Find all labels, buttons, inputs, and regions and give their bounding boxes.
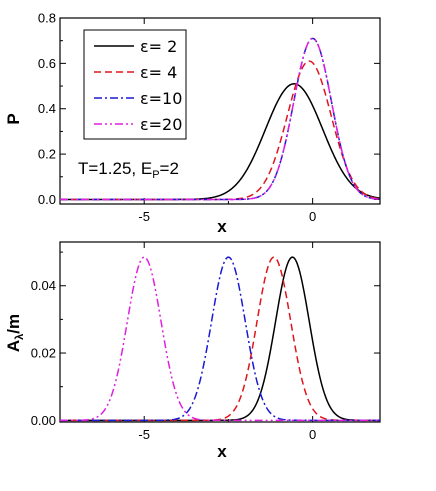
series-line-bottom-3 xyxy=(60,256,380,422)
ticks-top: -5 0 0.0 0.2 0.4 0.6 0.8 xyxy=(38,11,380,224)
x-axis-label-top: x xyxy=(217,217,227,236)
y-tick-label-bottom: 0.04 xyxy=(31,278,56,293)
annotation-parameters: T=1.25, EP=2 xyxy=(78,159,179,181)
y-tick-label-top: 0.8 xyxy=(38,11,56,26)
x-tick-label-bottom: 0 xyxy=(309,427,316,442)
legend-label-eps4: ε= 4 xyxy=(140,63,177,82)
legend-label-eps10: ε=10 xyxy=(140,89,182,108)
series-line-top-3 xyxy=(60,37,381,201)
legend-box xyxy=(83,29,187,140)
y-tick-label-top: 0.4 xyxy=(38,101,56,116)
legend: ε= 2 ε= 4 ε=10 ε=20 xyxy=(83,29,187,140)
x-tick-label-top: -5 xyxy=(138,209,150,224)
x-axis-label-bottom: x xyxy=(217,442,227,461)
legend-label-eps20: ε=20 xyxy=(140,115,182,134)
y-axis-label-bottom: Aλ/m xyxy=(4,314,26,352)
series-line-bottom-1 xyxy=(60,256,380,422)
y-tick-label-top: 0.6 xyxy=(38,56,56,71)
y-tick-label-top: 0.2 xyxy=(38,147,56,162)
plot-frame-bottom xyxy=(59,241,381,423)
annotation-tail: =2 xyxy=(160,159,179,178)
legend-label-eps2: ε= 2 xyxy=(140,37,177,56)
annotation-main: T=1.25, E xyxy=(78,159,152,178)
curves-top xyxy=(60,37,381,201)
y-axis-label-bottom-tail: /m xyxy=(4,314,23,334)
x-tick-label-top: 0 xyxy=(309,209,316,224)
ticks-bottom: -5 0 0.00 0.02 0.04 xyxy=(31,242,380,442)
x-tick-label-bottom: -5 xyxy=(138,427,150,442)
y-axis-label-top: P xyxy=(4,113,23,124)
panel-top-probability: -5 0 0.0 0.2 0.4 0.6 0.8 ε= 2 ε= 4 ε=10 ε=20 T… xyxy=(4,11,381,236)
y-tick-label-top: 0.0 xyxy=(38,192,56,207)
panel-bottom-amplitude: -5 0 0.00 0.02 0.04 x Aλ/m xyxy=(4,241,381,461)
series-line-bottom-2 xyxy=(60,256,380,422)
curves-bottom xyxy=(60,256,380,422)
y-axis-label-bottom-main: A xyxy=(4,340,23,352)
y-tick-label-bottom: 0.02 xyxy=(31,346,56,361)
annotation-sub: P xyxy=(152,169,159,181)
plot-frame-top xyxy=(59,17,381,205)
series-line-bottom-0 xyxy=(60,256,380,422)
y-tick-label-bottom: 0.00 xyxy=(31,413,56,428)
y-axis-label-bottom-sub: λ xyxy=(14,334,26,340)
